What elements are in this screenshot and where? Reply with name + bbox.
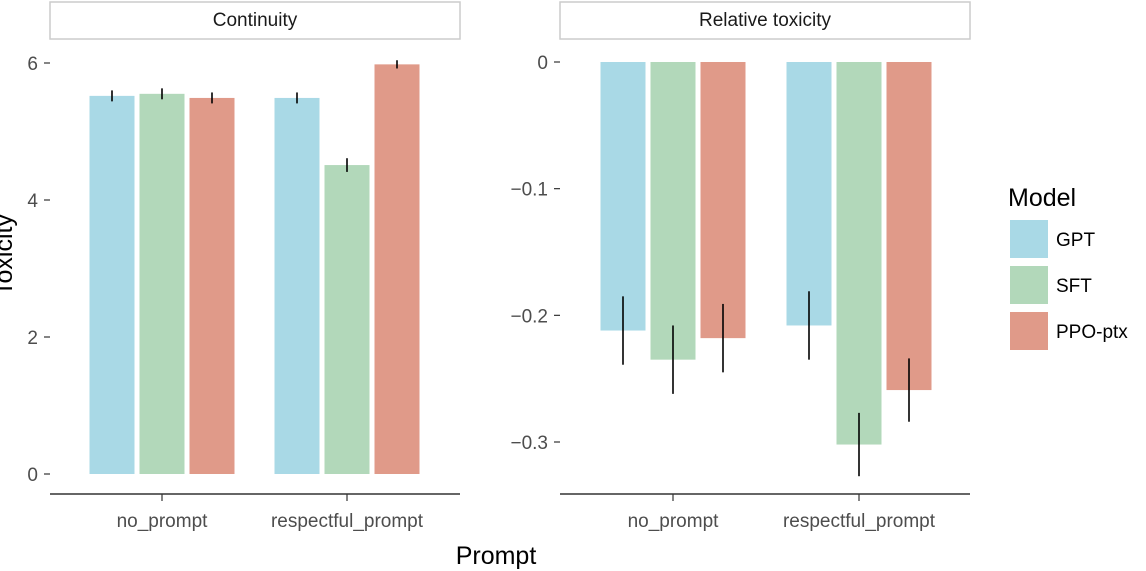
y-tick-label-relative-toxicity-0: 0 xyxy=(537,53,548,74)
panel-continuity: Continuity 0 2 4 6 no_prompt respectful_prompt xyxy=(27,1,461,532)
bar-continuity-ppo-ptx-no-prompt xyxy=(189,97,235,474)
x-axis-title: Prompt xyxy=(456,542,537,570)
y-tick-label-continuity-3: 6 xyxy=(27,54,38,75)
bar-relative-toxicity-sft-respectful-prompt xyxy=(836,62,882,445)
bar-relative-toxicity-gpt-respectful-prompt xyxy=(786,62,832,326)
strip-label-continuity: Continuity xyxy=(213,10,298,31)
legend-swatch-gpt xyxy=(1010,220,1048,258)
bar-relative-toxicity-gpt-no-prompt xyxy=(600,62,646,331)
y-tick-label-continuity-1: 2 xyxy=(27,328,38,349)
legend-swatch-sft xyxy=(1010,266,1048,304)
bar-relative-toxicity-sft-no-prompt xyxy=(650,62,696,360)
strip-continuity xyxy=(49,1,461,40)
legend: Model GPT SFT PPO-ptx xyxy=(1008,184,1128,350)
bar-continuity-gpt-respectful-prompt xyxy=(274,97,320,474)
bar-relative-toxicity-ppo-ptx-respectful-prompt xyxy=(886,62,932,391)
x-tick-label-continuity-no-prompt: no_prompt xyxy=(117,511,209,532)
y-axis-title: Toxicity xyxy=(0,214,18,296)
y-tick-label-relative-toxicity-3: −0.3 xyxy=(510,433,548,454)
y-tick-label-continuity-2: 4 xyxy=(27,191,38,212)
y-tick-label-relative-toxicity-1: −0.1 xyxy=(510,180,548,201)
bar-continuity-gpt-no-prompt xyxy=(89,95,135,474)
legend-title: Model xyxy=(1008,184,1076,212)
strip-label-relative-toxicity: Relative toxicity xyxy=(699,10,831,31)
y-tick-label-relative-toxicity-2: −0.2 xyxy=(510,306,548,327)
bar-relative-toxicity-ppo-ptx-no-prompt xyxy=(700,62,746,339)
bar-continuity-sft-no-prompt xyxy=(139,93,185,474)
legend-swatch-ppo-ptx xyxy=(1010,312,1048,350)
legend-label-gpt: GPT xyxy=(1056,230,1095,251)
legend-label-ppo-ptx: PPO-ptx xyxy=(1056,322,1128,343)
strip-relative-toxicity xyxy=(559,1,971,40)
y-tick-label-continuity-0: 0 xyxy=(27,465,38,486)
x-tick-label-continuity-respectful-prompt: respectful_prompt xyxy=(271,511,424,532)
bar-continuity-ppo-ptx-respectful-prompt xyxy=(374,64,420,475)
panel-relative-toxicity: Relative toxicity 0 −0.1 −0.2 −0.3 no_prompt r… xyxy=(510,1,971,532)
bar-continuity-sft-respectful-prompt xyxy=(324,165,370,474)
x-tick-label-relative-toxicity-no-prompt: no_prompt xyxy=(628,511,720,532)
x-tick-label-relative-toxicity-respectful-prompt: respectful_prompt xyxy=(783,511,936,532)
legend-label-sft: SFT xyxy=(1056,276,1092,297)
